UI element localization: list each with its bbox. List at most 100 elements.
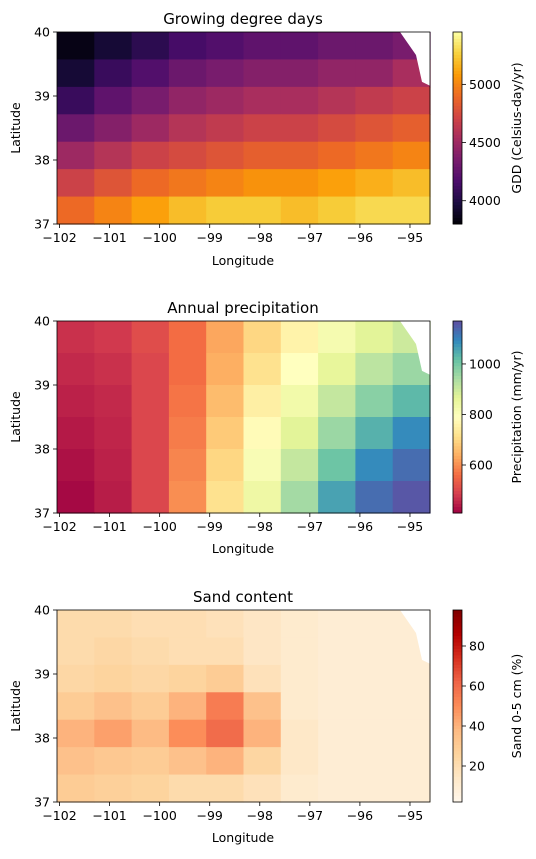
colorbar-segment [453,372,462,376]
sand-xticks: −102 −101 −100 −99 −98 −97 −96 −95 [42,802,423,823]
heatmap-cell [392,449,431,482]
x-tick-label: −101 [92,519,126,534]
heatmap-cell [131,774,170,803]
heatmap-cell [206,692,245,721]
heatmap-cell [280,32,319,61]
heatmap-cell [243,692,282,721]
colorbar-tick-label: 600 [469,458,493,473]
heatmap-cell [392,774,431,803]
heatmap-cell [94,747,133,776]
gdd-plot-frame [56,31,431,225]
x-tick-label: −102 [42,230,76,245]
x-tick-label: −101 [92,808,126,823]
x-tick-label: −96 [347,808,373,823]
colorbar-segment [453,674,462,678]
heatmap-cell [318,637,356,666]
heatmap-cell [243,141,282,170]
heatmap-cell [168,86,207,115]
colorbar-segment [453,702,462,707]
colorbar-segment [453,728,462,733]
colorbar-segment [453,147,462,151]
colorbar-segment [453,128,462,132]
colorbar-segment [453,64,462,68]
heatmap-cell [392,481,431,514]
heatmap-cell [57,692,95,721]
heatmap-cell [355,664,394,693]
colorbar-segment [453,792,462,797]
heatmap-cell [243,353,282,386]
heatmap-cell [94,481,133,514]
heatmap-cell [57,141,95,170]
colorbar-segment [453,635,462,640]
heatmap-cell [57,169,95,198]
colorbar-segment [453,163,462,167]
heatmap-cell [57,196,95,225]
heatmap-cell [168,169,207,198]
heatmap-cell [131,747,170,776]
colorbar-segment [453,353,462,357]
colorbar-segment [453,83,462,87]
heatmap-cell [131,385,170,418]
colorbar-segment [453,96,462,100]
heatmap-cell [206,353,245,386]
colorbar-segment [453,51,462,55]
colorbar-segment [453,613,462,617]
heatmap-cell [243,719,282,748]
heatmap-cell [355,610,394,639]
heatmap-cell [131,86,170,115]
heatmap-cell [168,114,207,143]
colorbar-segment [453,321,462,325]
heatmap-cell [280,774,319,803]
heatmap-cell [243,321,282,354]
heatmap-cell [94,169,133,198]
colorbar-segment [453,185,462,190]
heatmap-cell [131,59,170,88]
heatmap-cell [206,747,245,776]
heatmap-cell [131,417,170,450]
x-tick-label: −95 [397,230,423,245]
colorbar-segment [453,80,462,84]
colorbar-segment [453,497,462,501]
heatmap-cell [131,449,170,482]
heatmap-cell [131,692,170,721]
heatmap-cell [243,449,282,482]
colorbar-segment [453,32,462,36]
heatmap-cell [168,59,207,88]
heatmap-cell [131,114,170,143]
heatmap-cell [206,32,245,61]
colorbar-segment [453,789,462,793]
heatmap-cell [318,692,356,721]
heatmap-cell [318,664,356,693]
heatmap-cell [280,353,319,386]
heatmap-cell [280,449,319,482]
x-tick-label: −99 [197,230,223,245]
heatmap-cell [392,169,431,198]
precip-yticks: 37 38 39 40 [34,314,57,521]
colorbar-tick-label: 60 [469,679,485,694]
heatmap-cell [318,321,356,354]
heatmap-cell [355,692,394,721]
gdd-yticks: 37 38 39 40 [34,25,57,232]
colorbar-segment [453,715,462,720]
colorbar-segment [453,359,462,364]
heatmap-cell [243,481,282,514]
heatmap-cell [206,169,245,198]
heatmap-cell [280,692,319,721]
heatmap-cell [57,719,95,748]
colorbar-segment [453,166,462,171]
colorbar-segment [453,118,462,123]
heatmap-cell [392,114,431,143]
heatmap-cell [355,719,394,748]
heatmap-cell [206,59,245,88]
colorbar-segment [453,343,462,348]
colorbar-segment [453,439,462,444]
colorbar-segment [453,798,462,803]
colorbar-segment [453,41,462,46]
x-tick-label: −99 [197,808,223,823]
colorbar-segment [453,333,462,338]
heatmap-cell [318,719,356,748]
colorbar-tick-label: 40 [469,719,485,734]
colorbar-segment [453,442,462,447]
heatmap-cell [318,86,356,115]
heatmap-cell [318,417,356,450]
